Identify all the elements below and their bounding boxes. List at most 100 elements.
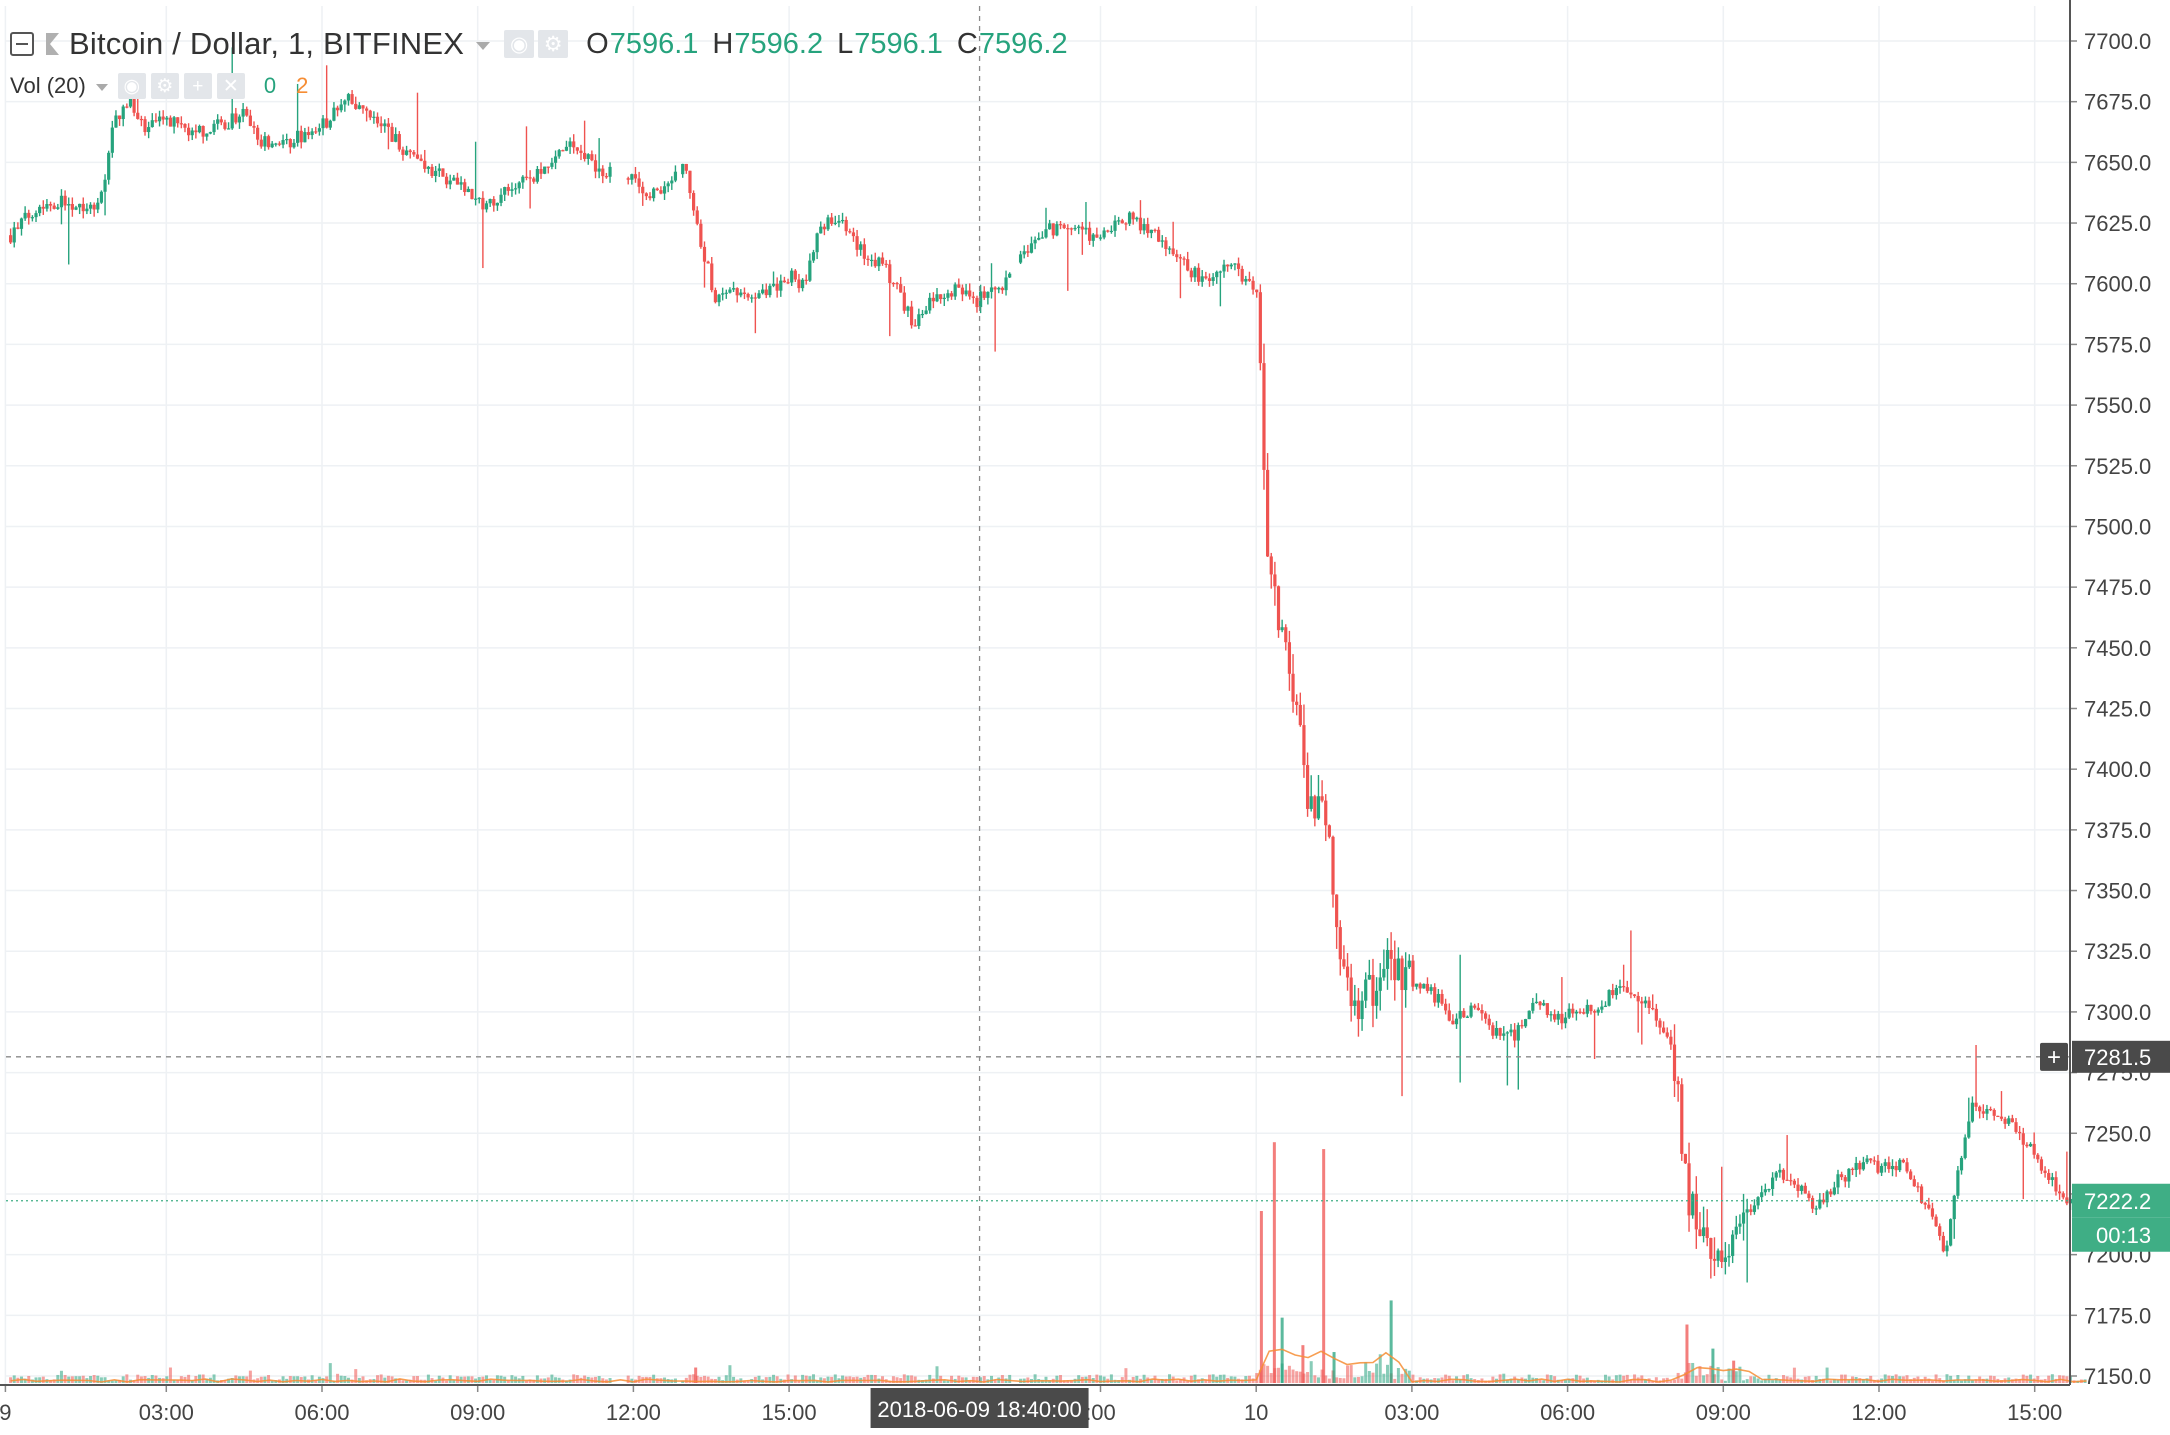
candle-body [285,139,289,141]
time-tick-label: 09:00 [450,1400,505,1425]
time-tick-label: 09:00 [1696,1400,1751,1425]
candle-body [1930,1208,1935,1217]
volume-bar [1727,1368,1731,1383]
candle-body [1850,1168,1855,1171]
volume-bar [1157,1379,1161,1383]
candle-body [659,190,663,194]
time-tick-label: 12:00 [1851,1400,1906,1425]
volume-indicator-title[interactable]: Vol (20) [10,73,86,98]
candle-body [1542,1003,1546,1006]
volume-bar [757,1375,761,1383]
visibility-eye-icon[interactable]: ◉ [117,73,146,99]
candle-body [459,182,463,185]
candle-body [1175,254,1179,258]
candle-body [1371,974,1375,1006]
candle-body [1974,1102,1978,1107]
candle-body [1342,959,1346,967]
volume-bar [1905,1375,1909,1383]
chevron-down-icon[interactable] [95,83,108,91]
candle-body [346,94,351,101]
volume-bar [1346,1365,1350,1383]
flag-icon[interactable] [46,33,50,55]
candle-body [321,118,325,129]
symbol-title[interactable]: Bitcoin / Dollar, 1, BITFINEX [69,26,465,61]
candle-body [1803,1185,1807,1194]
candle-body [837,220,841,223]
candle-body [510,189,514,191]
candle-body [517,182,521,189]
volume-bar [1825,1367,1829,1383]
chevron-down-icon[interactable] [476,42,491,50]
candle-body [1295,701,1299,705]
candle-body [815,233,819,253]
price-tick-label: 7675.0 [2084,90,2151,115]
volume-bar [746,1380,750,1383]
price-tick-label: 7375.0 [2084,818,2151,843]
open-value: 7596.1 [609,27,699,60]
candle-body [452,177,456,181]
add-icon[interactable]: + [183,73,212,99]
candle-body [1186,259,1190,271]
volume-bar [990,1375,994,1383]
volume-bar [1458,1379,1462,1383]
candle-body [695,210,699,224]
volume-bar [775,1376,779,1383]
volume-bar [906,1375,910,1383]
candle-body [423,160,427,169]
candle-body [1578,1011,1582,1013]
candle-body [1338,927,1342,960]
candle-body [1022,251,1026,255]
volume-bar [830,1376,834,1383]
price-axis[interactable]: 7700.0 7675.0 7650.0 7625.0 7600.0 7575.0 7550… [2040,0,2170,1389]
candle-body [539,168,543,174]
settings-gear-icon[interactable]: ⚙ [150,73,179,99]
volume-bar [546,1377,550,1383]
candle-body [1669,1036,1673,1045]
volume-bar [957,1375,961,1383]
candle-body [793,270,797,280]
candle-body [906,306,910,311]
candle-body [1033,239,1037,244]
volume-bar [1342,1378,1346,1383]
candle-body [1331,836,1335,895]
volume-bar [1734,1371,1738,1383]
candle-body [1462,1010,1466,1018]
volume-bar [1386,1364,1390,1383]
candle-body [1360,1000,1364,1020]
settings-gear-icon[interactable]: ⚙ [538,30,569,58]
time-axis[interactable]: 9 03:00 06:00 09:00 12:00 15:00:00 10 03:00 06:0… [0,1384,2070,1428]
volume-bar [1382,1373,1386,1383]
candle-body [1861,1162,1866,1170]
crosshair-add-button[interactable]: + [2040,1042,2068,1071]
candle-body [1120,220,1124,224]
volume-bar [1088,1375,1092,1383]
volume-bar [99,1377,103,1383]
volume-bar [652,1374,656,1383]
candle-body [96,202,100,210]
visibility-eye-icon[interactable]: ◉ [504,30,535,58]
candle-body [1320,796,1324,801]
candle-body [811,252,816,261]
candle-body [481,197,485,210]
candle-body [332,107,336,121]
candle-body [1229,264,1233,267]
volume-bar [1763,1378,1767,1383]
volume-bar [1745,1379,1749,1383]
candle-body [989,287,994,292]
volume-bar [1618,1374,1622,1383]
candle-body [2032,1143,2036,1155]
candle-body [503,187,507,195]
candle-body [1810,1198,1815,1209]
volume-bar [1186,1380,1190,1383]
volume-bar [2047,1375,2051,1383]
close-icon[interactable]: ✕ [216,73,245,99]
candle-body [666,183,670,187]
candle-body [317,128,321,132]
candle-body [1756,1197,1760,1206]
candle-body [797,279,801,289]
candle-body [532,178,536,182]
volume-bar [292,1376,296,1383]
collapse-legend-button[interactable] [10,32,34,56]
